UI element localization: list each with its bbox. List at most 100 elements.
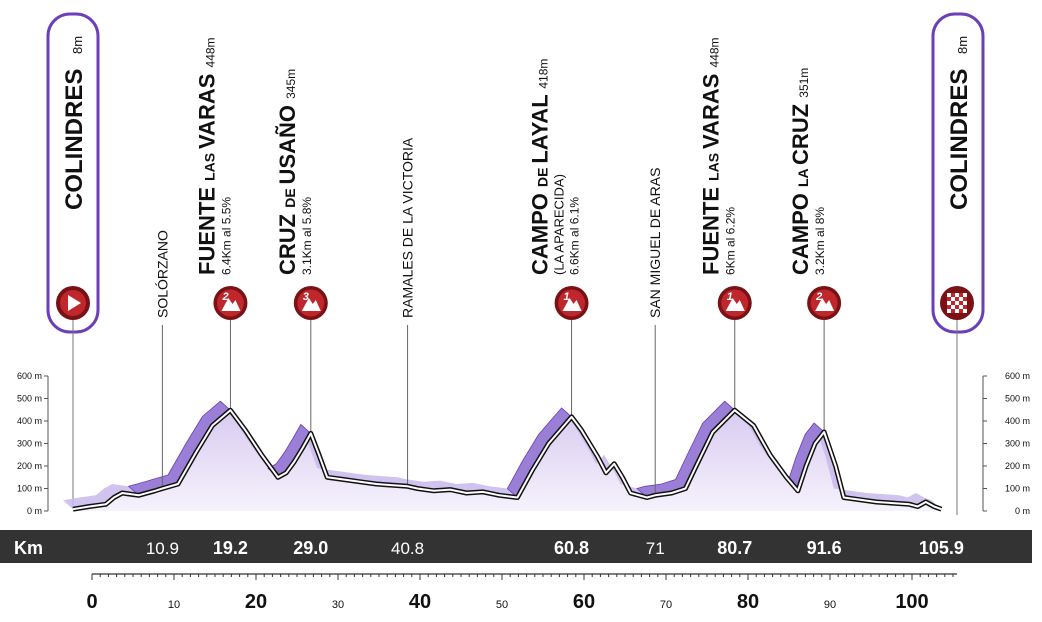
y-axis-left: 0 m 100 m 200 m 300 m 400 m 500 m 600 m (17, 371, 49, 516)
play-icon (68, 295, 81, 311)
checker-square (959, 301, 963, 305)
climb-detail: 3.1Km al 5.8% (300, 197, 314, 275)
y-tick-label-right: 500 m (1005, 394, 1030, 404)
x-tick-label: 80 (737, 591, 759, 613)
km-bar-value: 40.8 (391, 539, 424, 558)
climb-category: 1 (564, 291, 570, 303)
y-tick-label-right: 300 m (1005, 439, 1030, 449)
checker-square (959, 309, 963, 313)
x-tick-label: 0 (86, 591, 97, 613)
km-bar-values: 10.9 19.2 29.0 40.8 60.8 71 80.7 91.6 105.9 (146, 538, 964, 558)
profile-line-inner (72, 409, 942, 511)
x-tick-label: 90 (824, 599, 836, 611)
x-tick-label: 40 (409, 591, 431, 613)
checker-square (963, 297, 967, 301)
y-tick-label-left: 500 m (17, 394, 42, 404)
km-bar (0, 530, 1032, 563)
checker-square (955, 301, 959, 305)
climb-name: CAMPO LA CRUZ 351m (788, 68, 813, 275)
x-tick-label: 60 (573, 591, 595, 613)
checker-square (959, 293, 963, 297)
checker-square (963, 293, 967, 297)
profile-line (72, 407, 943, 512)
x-tick-label: 70 (660, 599, 672, 611)
finish-alt: 8m (955, 36, 970, 54)
marker-drop-lines (161, 320, 825, 496)
checker-square (951, 297, 955, 301)
x-tick-label: 100 (895, 591, 928, 613)
x-tick-label: 10 (168, 599, 180, 611)
checker-square (959, 297, 963, 301)
checker-square (955, 297, 959, 301)
checker-square (963, 305, 967, 309)
km-bar-value: 105.9 (919, 538, 964, 558)
checker-square (947, 297, 951, 301)
climb-detail: 6.4Km al 5.5% (219, 197, 233, 275)
start-label: COLINDRES 8m (46, 12, 100, 334)
start-marker (56, 286, 90, 505)
climb-subname: (LA APARECIDA) (552, 174, 567, 275)
km-bar-value: 91.6 (807, 538, 842, 558)
y-tick-label-left: 600 m (17, 371, 42, 381)
x-tick-label: 50 (496, 599, 508, 611)
checker-square (947, 293, 951, 297)
climb-name: CRUZ DE USAÑO 345m (275, 69, 300, 275)
checker-square (951, 301, 955, 305)
climb-category: 2 (815, 291, 822, 303)
checker-square (947, 305, 951, 309)
checkered-flag-icon (947, 293, 967, 313)
x-tick-label: 20 (245, 591, 267, 613)
checker-square (959, 305, 963, 309)
checker-square (963, 301, 967, 305)
finish-label: COLINDRES 8m (931, 12, 985, 334)
checker-square (951, 309, 955, 313)
town-labels: SOLÓRZANO RAMALES DE LA VICTORIA SAN MIGUE… (154, 137, 663, 318)
mountain-icon (815, 298, 835, 311)
checker-square (963, 309, 967, 313)
checker-square (955, 309, 959, 313)
climb-detail: 6.6Km al 6.1% (568, 197, 582, 275)
town-label: SAN MIGUEL DE ARAS (647, 168, 663, 318)
y-tick-label-left: 200 m (17, 461, 42, 471)
km-bar-value: 19.2 (213, 538, 248, 558)
start-name: COLINDRES (61, 69, 88, 210)
x-axis: 0 10 20 30 40 50 60 70 80 90 100 (86, 574, 954, 613)
climb-detail: 3.2Km al 8% (813, 207, 827, 275)
y-tick-label-right: 200 m (1005, 461, 1030, 471)
checker-square (951, 293, 955, 297)
km-bar-value: 71 (646, 539, 665, 558)
y-tick-label-right: 400 m (1005, 416, 1030, 426)
climb-name: FUENTE LAS VARAS 448m (194, 37, 219, 275)
y-tick-label-left: 400 m (17, 416, 42, 426)
mountain-icon (562, 298, 582, 311)
checker-square (947, 309, 951, 313)
checker-square (947, 301, 951, 305)
climb-category: 3 (303, 291, 309, 303)
mountain-icon (725, 298, 745, 311)
climb-detail: 6Km al 6.2% (724, 207, 738, 275)
checker-square (951, 305, 955, 309)
y-axis-right: 0 m 100 m 200 m 300 m 400 m 500 m 600 m (982, 371, 1030, 516)
y-tick-label-right: 600 m (1005, 371, 1030, 381)
checker-square (955, 293, 959, 297)
climb-name: CAMPO DE LAYAL 418m (528, 59, 553, 275)
y-tick-label-right: 100 m (1005, 484, 1030, 494)
km-bar-value: 80.7 (717, 538, 752, 558)
mountain-icon (221, 298, 241, 311)
y-tick-label-left: 100 m (17, 484, 42, 494)
checker-square (955, 305, 959, 309)
start-alt: 8m (70, 36, 85, 54)
climb-category: 1 (727, 291, 733, 303)
finish-label-frame (931, 12, 985, 334)
town-label: SOLÓRZANO (154, 230, 170, 318)
climb-category: 2 (221, 291, 228, 303)
km-bar-value: 10.9 (146, 539, 179, 558)
y-tick-label-left: 0 m (27, 506, 42, 516)
town-label: RAMALES DE LA VICTORIA (400, 137, 416, 318)
km-bar-label: Km (14, 538, 43, 558)
y-tick-label-right: 0 m (1015, 506, 1030, 516)
km-bar-value: 60.8 (554, 538, 589, 558)
y-tick-label-left: 300 m (17, 439, 42, 449)
